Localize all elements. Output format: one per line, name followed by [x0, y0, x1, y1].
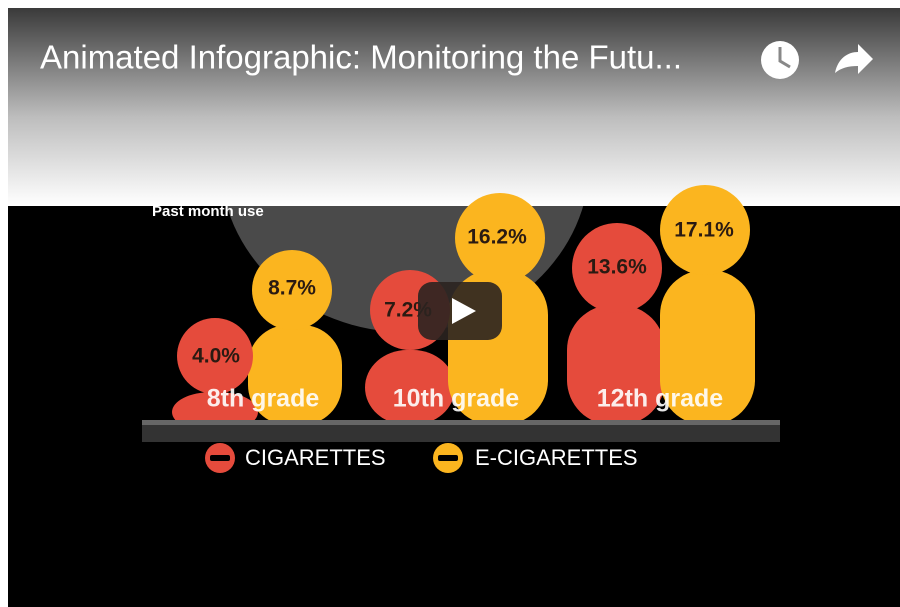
- pct-label: 8.7%: [268, 277, 316, 300]
- grade-label: 12th grade: [597, 385, 724, 413]
- pct-label: 13.6%: [587, 256, 647, 279]
- pct-label: 4.0%: [192, 345, 240, 368]
- clock-hands: [778, 47, 791, 69]
- pct-label: 17.1%: [674, 219, 734, 242]
- yellow-body: [660, 270, 755, 425]
- legend-icon-cig: [210, 455, 230, 461]
- legend-icon-ecig: [438, 455, 458, 461]
- yellow-body: [248, 325, 342, 425]
- video-frame: Past month use 4.0% 8.7% 7.2% 16.2% 13.6…: [8, 8, 900, 607]
- yellow-head: [660, 185, 750, 275]
- play-icon[interactable]: [452, 298, 476, 324]
- pct-label: 16.2%: [467, 226, 527, 249]
- title-bar: [8, 8, 900, 206]
- floor: [142, 420, 780, 442]
- play-button[interactable]: [418, 282, 502, 340]
- grade-label: 10th grade: [393, 385, 520, 413]
- watch-later[interactable]: [761, 41, 799, 79]
- grade-label: 8th grade: [207, 385, 320, 413]
- share-icon[interactable]: [835, 44, 873, 74]
- red-head: [572, 223, 662, 313]
- caption: Past month use: [152, 203, 264, 220]
- red-body: [567, 305, 665, 425]
- floor-edge: [142, 420, 780, 425]
- caption-text: Past month use: [152, 203, 264, 220]
- red-body: [365, 350, 455, 425]
- legend-label: CIGARETTES: [245, 445, 386, 470]
- video-title[interactable]: Animated Infographic: Monitoring the Fut…: [40, 39, 682, 76]
- yellow-head: [455, 193, 545, 283]
- yellow-head: [252, 250, 332, 330]
- red-head: [177, 318, 253, 394]
- legend-label: E-CIGARETTES: [475, 445, 638, 470]
